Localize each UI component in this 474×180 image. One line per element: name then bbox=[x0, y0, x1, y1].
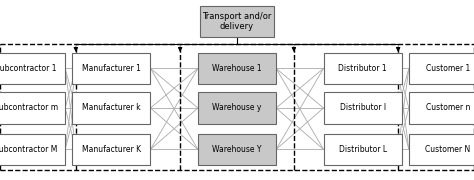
Bar bbox=[409, 92, 474, 124]
Text: Customer 1: Customer 1 bbox=[426, 64, 470, 73]
Text: Subcontractor m: Subcontractor m bbox=[0, 103, 58, 112]
Bar bbox=[72, 134, 151, 165]
Bar bbox=[198, 53, 276, 84]
Bar bbox=[198, 92, 276, 124]
Text: Subcontractor 1: Subcontractor 1 bbox=[0, 64, 57, 73]
Bar bbox=[409, 134, 474, 165]
Text: Subcontractor M: Subcontractor M bbox=[0, 145, 58, 154]
Text: Warehouse Y: Warehouse Y bbox=[212, 145, 262, 154]
Bar bbox=[323, 134, 402, 165]
Bar bbox=[409, 53, 474, 84]
Text: Customer n: Customer n bbox=[426, 103, 470, 112]
Text: Warehouse 1: Warehouse 1 bbox=[212, 64, 262, 73]
Text: Manufacturer k: Manufacturer k bbox=[82, 103, 141, 112]
Bar bbox=[198, 134, 276, 165]
Text: Warehouse y: Warehouse y bbox=[212, 103, 262, 112]
Bar bbox=[0, 92, 65, 124]
Bar bbox=[72, 53, 151, 84]
Bar bbox=[0, 134, 65, 165]
Bar bbox=[72, 92, 151, 124]
Bar bbox=[0, 53, 65, 84]
Bar bbox=[323, 92, 402, 124]
Text: Distributor L: Distributor L bbox=[338, 145, 387, 154]
Bar bbox=[323, 53, 402, 84]
Bar bbox=[200, 6, 274, 37]
Text: Customer N: Customer N bbox=[425, 145, 471, 154]
Text: Manufacturer K: Manufacturer K bbox=[82, 145, 141, 154]
Text: Distributor l: Distributor l bbox=[339, 103, 386, 112]
Text: Distributor 1: Distributor 1 bbox=[338, 64, 387, 73]
Text: Transport and/or
delivery: Transport and/or delivery bbox=[202, 12, 272, 31]
Text: Manufacturer 1: Manufacturer 1 bbox=[82, 64, 141, 73]
